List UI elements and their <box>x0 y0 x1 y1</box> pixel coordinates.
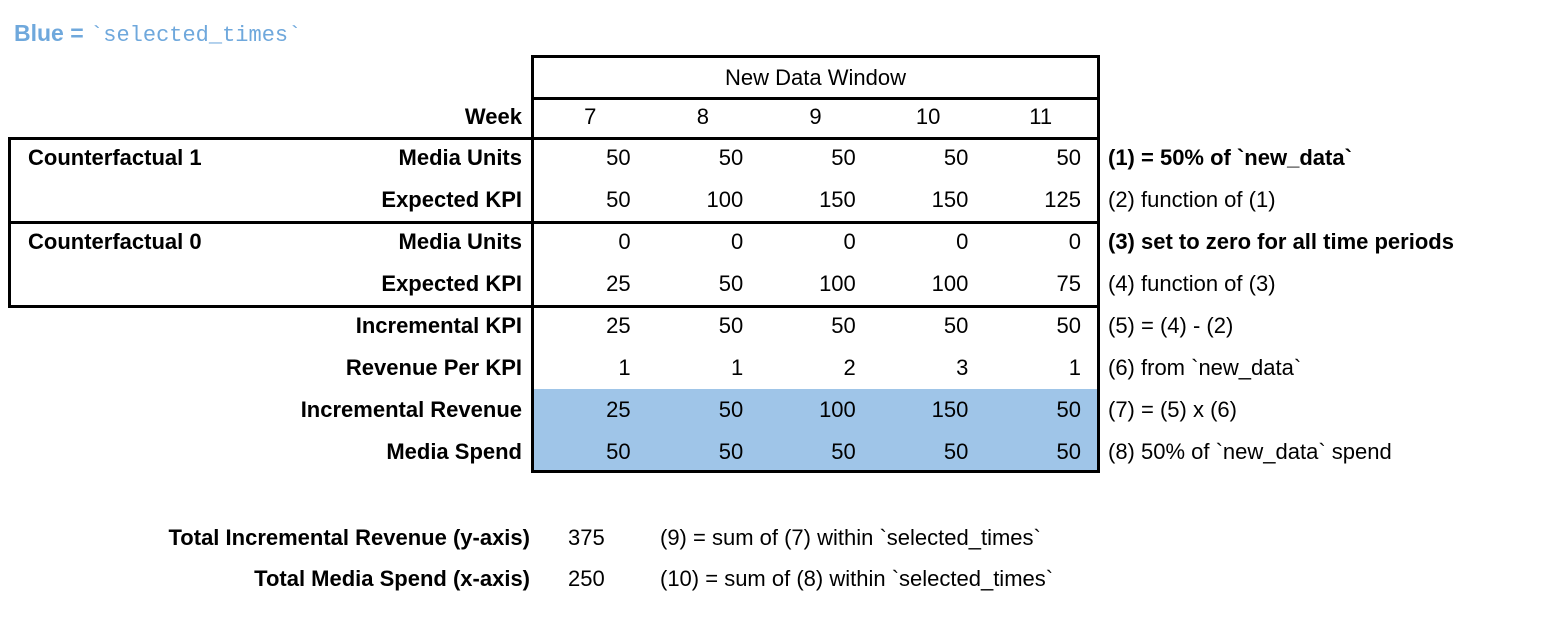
data-cell: 0 <box>843 229 856 254</box>
data-cell: 75 <box>1056 271 1081 296</box>
table-row: 0 0 0 0 0 <box>534 221 1097 263</box>
row-label: Media Units <box>398 145 522 170</box>
data-cell: 50 <box>943 145 969 170</box>
data-cell: 0 <box>956 229 969 254</box>
data-cell: 100 <box>819 271 856 296</box>
legend: Blue = `selected_times` <box>14 20 301 48</box>
data-cell: 50 <box>606 439 631 464</box>
legend-prefix: Blue = <box>14 20 91 46</box>
data-cell: 100 <box>931 271 969 296</box>
total-label-media-spend: Total Media Spend (x-axis) <box>254 566 530 591</box>
data-cell: 50 <box>1056 439 1081 464</box>
week-cell: 11 <box>1029 104 1053 129</box>
data-cell: 50 <box>943 439 969 464</box>
divider <box>534 305 1097 308</box>
data-cell: 3 <box>956 355 969 380</box>
data-cell: 25 <box>606 397 631 422</box>
table-row-highlighted: 50 50 50 50 50 <box>534 431 1097 473</box>
data-cell: 0 <box>730 229 744 254</box>
table-row-highlighted: 25 50 100 150 50 <box>534 389 1097 431</box>
table-row: 25 50 50 50 50 <box>534 305 1097 347</box>
row-label: Expected KPI <box>381 271 522 296</box>
counterfactual-0-box <box>8 221 534 308</box>
legend-code: `selected_times` <box>90 23 302 48</box>
table-row: 50 50 50 50 50 <box>534 137 1097 179</box>
data-cell: 2 <box>843 355 856 380</box>
week-label: Week <box>464 104 522 129</box>
data-cell: 50 <box>943 313 969 338</box>
data-cell: 0 <box>1068 229 1081 254</box>
group-label-counterfactual-0: Counterfactual 0 <box>28 229 202 254</box>
data-cell: 150 <box>819 187 856 212</box>
group-label-counterfactual-1: Counterfactual 1 <box>28 145 202 170</box>
data-cell: 50 <box>1056 313 1081 338</box>
row-label: Media Spend <box>386 439 522 464</box>
row-note: (1) = 50% of `new_data` <box>1108 145 1352 170</box>
row-note: (6) from `new_data` <box>1108 355 1302 380</box>
data-cell: 50 <box>1056 397 1081 422</box>
total-note-incremental-revenue: (9) = sum of (7) within `selected_times` <box>660 525 1041 550</box>
row-note: (5) = (4) - (2) <box>1108 313 1234 338</box>
data-cell: 50 <box>606 145 631 170</box>
data-cell: 125 <box>1044 187 1081 212</box>
row-note: (2) function of (1) <box>1108 187 1276 212</box>
row-label: Incremental KPI <box>355 313 522 338</box>
data-cell: 25 <box>606 313 631 338</box>
divider <box>534 97 1097 100</box>
divider <box>534 137 1097 140</box>
data-cell: 50 <box>718 145 744 170</box>
total-value-media-spend: 250 <box>568 566 605 591</box>
table-row: 1 1 2 3 1 <box>534 347 1097 389</box>
row-label: Revenue Per KPI <box>345 355 522 380</box>
divider <box>534 221 1097 224</box>
row-note: (8) 50% of `new_data` spend <box>1108 439 1392 464</box>
week-cell: 8 <box>696 104 710 129</box>
data-cell: 1 <box>1068 355 1081 380</box>
data-cell: 50 <box>831 313 856 338</box>
row-label: Expected KPI <box>381 187 522 212</box>
data-cell: 50 <box>718 313 744 338</box>
data-cell: 50 <box>718 397 744 422</box>
data-cell: 50 <box>831 439 856 464</box>
total-label-incremental-revenue: Total Incremental Revenue (y-axis) <box>168 525 531 550</box>
table-row: 25 50 100 100 75 <box>534 263 1097 305</box>
row-note: (3) set to zero for all time periods <box>1108 229 1454 254</box>
data-cell: 50 <box>606 187 631 212</box>
table-row: 50 100 150 150 125 <box>534 179 1097 221</box>
row-label: Media Units <box>398 229 522 254</box>
data-cell: 1 <box>730 355 744 380</box>
data-cell: 50 <box>718 439 744 464</box>
new-data-window-header: New Data Window <box>725 65 906 90</box>
data-cell: 25 <box>606 271 631 296</box>
data-cell: 50 <box>718 271 744 296</box>
data-cell: 100 <box>706 187 744 212</box>
data-cell: 100 <box>819 397 856 422</box>
data-cell: 1 <box>618 355 631 380</box>
data-cell: 150 <box>931 397 969 422</box>
row-note: (7) = (5) x (6) <box>1108 397 1237 422</box>
data-cell: 150 <box>931 187 969 212</box>
week-cell: 7 <box>584 104 597 129</box>
week-cell: 9 <box>809 104 822 129</box>
data-cell: 0 <box>618 229 631 254</box>
data-cell: 50 <box>831 145 856 170</box>
row-label: Incremental Revenue <box>300 397 522 422</box>
week-cell: 10 <box>915 104 941 129</box>
total-note-media-spend: (10) = sum of (8) within `selected_times… <box>660 566 1054 591</box>
total-value-incremental-revenue: 375 <box>568 525 605 550</box>
row-note: (4) function of (3) <box>1108 271 1276 296</box>
data-cell: 50 <box>1056 145 1081 170</box>
data-window-box: New Data Window 7 8 9 10 11 50 50 50 50 … <box>531 55 1100 473</box>
selected-times-highlight <box>534 389 1097 470</box>
week-row: 7 8 9 10 11 <box>534 97 1097 137</box>
